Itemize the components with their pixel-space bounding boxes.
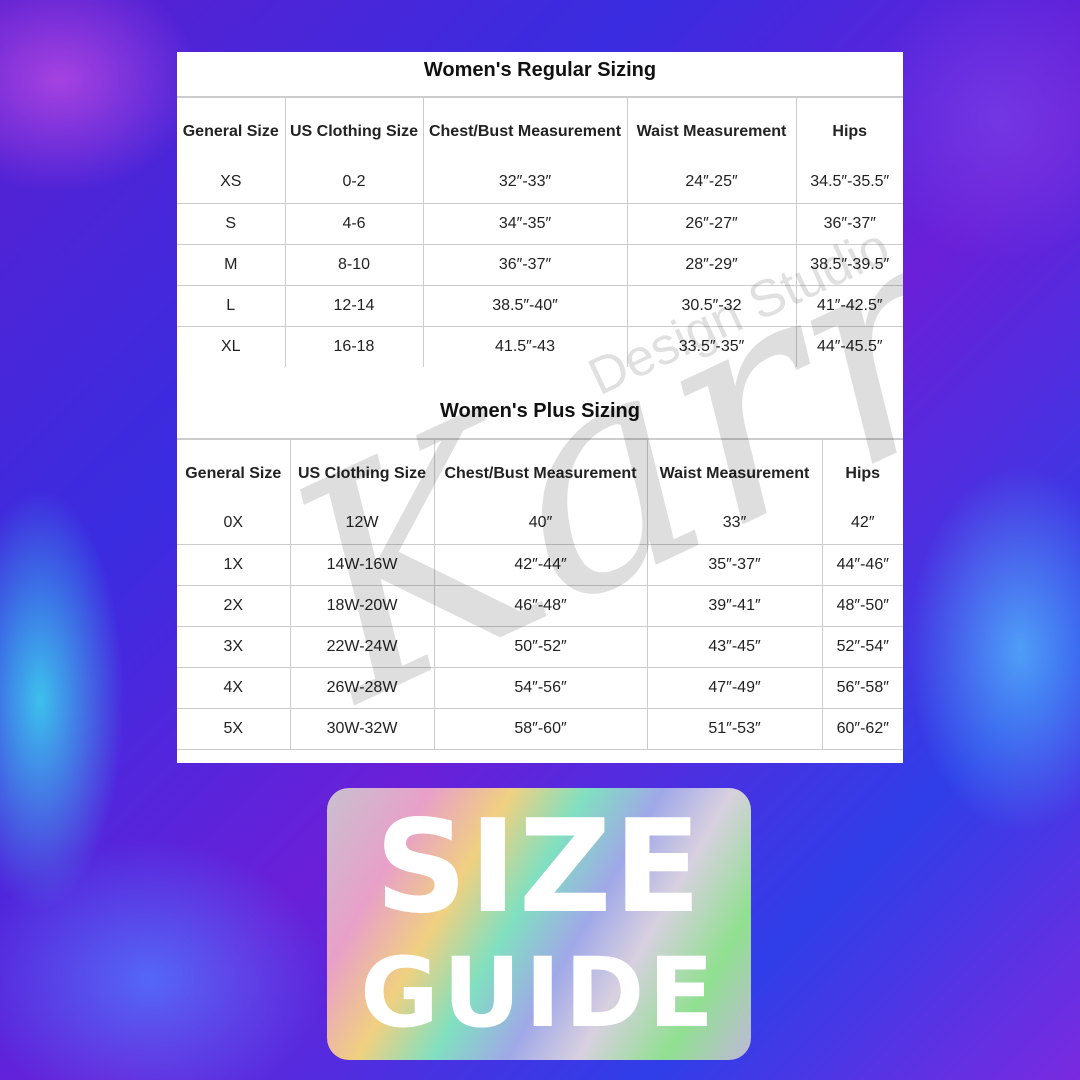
table-row: 2X 18W-20W 46″-48″ 39″-41″ 48″-50″ [177, 584, 903, 626]
table-cell: 1X [177, 543, 290, 585]
table-cell: 39″-41″ [646, 584, 822, 626]
table-row: 3X 22W-24W 50″-52″ 43″-45″ 52″-54″ [177, 625, 903, 667]
table-cell: 0-2 [284, 162, 423, 203]
table-cell: 12-14 [284, 284, 423, 326]
table-cell: 4X [177, 666, 290, 708]
table-cell: 18W-20W [289, 584, 434, 626]
table-cell: XL [177, 325, 285, 367]
table-cell: 3X [177, 625, 290, 667]
table-cell: 58″-60″ [433, 707, 647, 750]
badge-line2: GUIDE [360, 937, 718, 1049]
table-row: 1X 14W-16W 42″-44″ 35″-37″ 44″-46″ [177, 543, 903, 585]
column-header: General Size [182, 123, 279, 140]
table-row: 0X 12W 40″ 33″ 42″ [177, 503, 903, 544]
table-cell: 44″-46″ [821, 543, 903, 585]
column-header: General Size [185, 464, 282, 482]
table-cell: 46″-48″ [433, 584, 647, 626]
table-cell: 5X [177, 707, 290, 750]
table-cell: 22W-24W [289, 625, 434, 667]
table-cell: 26″-27″ [626, 202, 796, 244]
table-cell: 52″-54″ [821, 625, 903, 667]
table-cell: 41.5″-43 [422, 325, 627, 367]
table-cell: 26W-28W [289, 666, 434, 708]
table-cell: 33″ [646, 503, 822, 544]
plus-sizing-title: Women's Plus Sizing [177, 370, 903, 440]
table-cell: 43″-45″ [646, 625, 822, 667]
badge-line1: SIZE [374, 793, 704, 942]
column-header: Waist Measurement [646, 440, 822, 503]
column-header: Hips [795, 98, 903, 162]
table-row: XL 16-18 41.5″-43 33.5″-35″ 44″-45.5″ [177, 325, 903, 367]
table-row: M 8-10 36″-37″ 28″-29″ 38.5″-39.5″ [177, 243, 903, 285]
table-cell: 60″-62″ [821, 707, 903, 750]
table-cell: 36″-37″ [795, 202, 903, 244]
table-cell: 16-18 [284, 325, 423, 367]
table-cell: 42″ [821, 503, 903, 544]
table-cell: 50″-52″ [433, 625, 647, 667]
table-row: S 4-6 34″-35″ 26″-27″ 36″-37″ [177, 202, 903, 244]
table-cell: 47″-49″ [646, 666, 822, 708]
header-row: General Size US Clothing Size Chest/Bust M… [177, 98, 903, 162]
table-cell: 48″-50″ [821, 584, 903, 626]
table-cell: 28″-29″ [626, 243, 796, 285]
column-header: Waist Measurement [626, 98, 796, 162]
table-cell: 4-6 [284, 202, 423, 244]
column-header: US Clothing Size [284, 98, 423, 162]
table-cell: 12W [289, 503, 434, 544]
table-row: 4X 26W-28W 54″-56″ 47″-49″ 56″-58″ [177, 666, 903, 708]
table-cell: 34″-35″ [422, 202, 627, 244]
table-cell: S [177, 202, 285, 244]
table-cell: XS [220, 173, 242, 191]
regular-sizing-table: Women's Regular Sizing General Size US Cl… [177, 52, 903, 367]
table-cell: 33.5″-35″ [626, 325, 796, 367]
table-cell: L [177, 284, 285, 326]
table-cell: 24″-25″ [626, 162, 796, 203]
table-row: XS 0-2 32″-33″ 24″-25″ 34.5″-35.5″ [177, 162, 903, 203]
table-cell: 35″-37″ [646, 543, 822, 585]
table-cell: 54″-56″ [433, 666, 647, 708]
table-row: L 12-14 38.5″-40″ 30.5″-32 41″-42.5″ [177, 284, 903, 326]
table-cell: 44″-45.5″ [795, 325, 903, 367]
table-cell: 14W-16W [289, 543, 434, 585]
table-cell: 34.5″-35.5″ [795, 162, 903, 203]
table-cell: 30.5″-32 [626, 284, 796, 326]
table-cell: 30W-32W [289, 707, 434, 750]
table-cell: 40″ [433, 503, 647, 544]
table-cell: 42″-44″ [433, 543, 647, 585]
table-cell: M [177, 243, 285, 285]
column-header: Hips [821, 440, 903, 503]
table-cell: 38.5″-40″ [422, 284, 627, 326]
plus-sizing-table: Women's Plus Sizing General Size US Cloth… [177, 370, 903, 750]
table-cell: 2X [177, 584, 290, 626]
column-header: US Clothing Size [289, 440, 434, 503]
column-header: Chest/Bust Measurement [422, 98, 627, 162]
table-cell: 38.5″-39.5″ [795, 243, 903, 285]
regular-sizing-title: Women's Regular Sizing [177, 52, 903, 98]
table-row: 5X 30W-32W 58″-60″ 51″-53″ 60″-62″ [177, 707, 903, 750]
table-cell: 0X [223, 514, 244, 532]
table-cell: 51″-53″ [646, 707, 822, 750]
table-cell: 41″-42.5″ [795, 284, 903, 326]
table-cell: 36″-37″ [422, 243, 627, 285]
table-cell: 32″-33″ [422, 162, 627, 203]
column-header: Chest/Bust Measurement [433, 440, 647, 503]
size-guide-badge: SIZE GUIDE [327, 788, 751, 1060]
table-cell: 56″-58″ [821, 666, 903, 708]
header-row: General Size US Clothing Size Chest/Bust M… [177, 440, 903, 503]
table-cell: 8-10 [284, 243, 423, 285]
